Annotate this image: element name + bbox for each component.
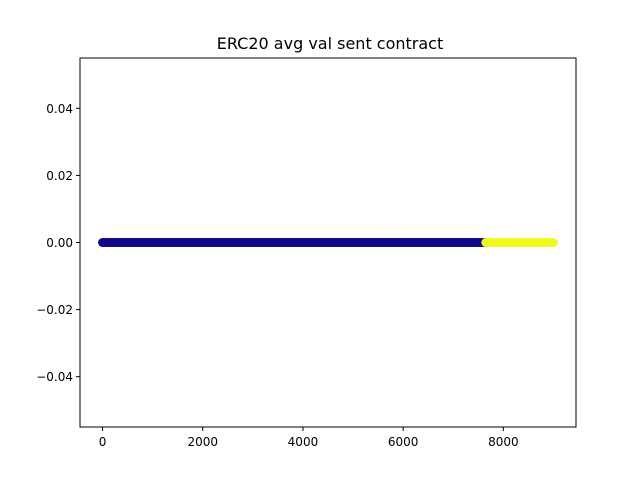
x-tick-label: 8000 bbox=[488, 435, 519, 449]
x-tick-label: 6000 bbox=[388, 435, 419, 449]
series-1 bbox=[98, 238, 491, 247]
y-axis: 0.04 0.02 0.00 −0.02 −0.04 bbox=[36, 102, 80, 384]
y-tick-label: −0.04 bbox=[36, 370, 73, 384]
x-tick-label: 2000 bbox=[187, 435, 218, 449]
y-tick-label: 0.02 bbox=[46, 169, 73, 183]
x-tick-label: 4000 bbox=[288, 435, 319, 449]
chart-title: ERC20 avg val sent contract bbox=[217, 34, 444, 53]
series-2 bbox=[481, 238, 558, 247]
y-tick-label: 0.04 bbox=[46, 102, 73, 116]
x-tick-label: 0 bbox=[99, 435, 107, 449]
scatter-point bbox=[548, 238, 558, 247]
plot-area bbox=[98, 238, 558, 247]
x-axis: 0 2000 4000 6000 8000 bbox=[99, 427, 519, 449]
y-tick-label: 0.00 bbox=[46, 236, 73, 250]
y-tick-label: −0.02 bbox=[36, 303, 73, 317]
